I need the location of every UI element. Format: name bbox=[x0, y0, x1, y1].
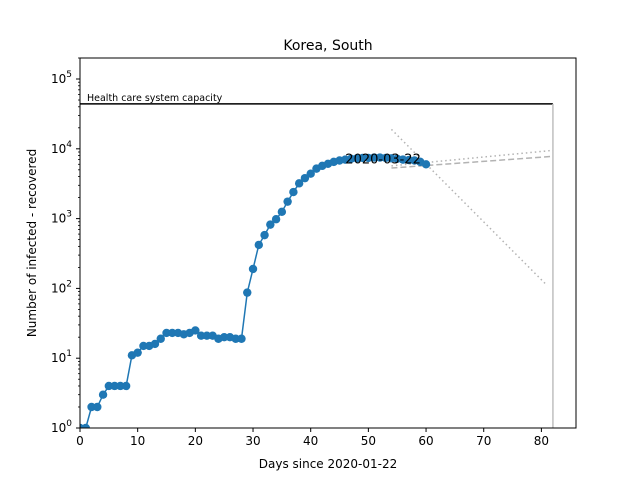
y-axis: 100 101 102 103 104 105 bbox=[51, 57, 80, 435]
data-point bbox=[243, 288, 252, 297]
data-point bbox=[156, 334, 165, 343]
y-tick-label: 105 bbox=[51, 70, 72, 86]
y-tick-label: 100 bbox=[51, 419, 72, 435]
date-annotation: 2020-03-22 bbox=[345, 153, 421, 168]
data-point bbox=[260, 230, 269, 240]
projection-line-3 bbox=[390, 128, 548, 287]
y-tick-label: 101 bbox=[51, 349, 72, 365]
data-point bbox=[162, 328, 171, 338]
data-point bbox=[116, 381, 125, 391]
data-point bbox=[266, 220, 275, 229]
data-point bbox=[196, 331, 206, 340]
data-point bbox=[254, 240, 263, 250]
x-tick-label: 0 bbox=[76, 434, 84, 448]
x-tick-label: 20 bbox=[188, 434, 203, 448]
data-point bbox=[219, 332, 229, 342]
y-tick-label: 104 bbox=[51, 140, 72, 156]
data-point bbox=[168, 328, 177, 338]
data-point bbox=[369, 153, 379, 162]
data-point bbox=[98, 390, 108, 399]
data-point bbox=[289, 187, 298, 197]
data-point bbox=[248, 264, 258, 274]
data-point bbox=[271, 215, 281, 224]
data-point bbox=[294, 179, 304, 188]
data-point bbox=[202, 331, 212, 340]
series-points bbox=[80, 153, 431, 428]
y-tick-label: 102 bbox=[51, 279, 72, 295]
data-point bbox=[81, 423, 90, 428]
plot-area: Health care system capacity 2020-03-22 bbox=[80, 93, 554, 428]
x-tick-label: 70 bbox=[476, 434, 491, 448]
data-point bbox=[150, 339, 160, 349]
data-point bbox=[87, 402, 96, 412]
y-tick-label: 103 bbox=[51, 210, 72, 226]
capacity-label: Health care system capacity bbox=[87, 93, 223, 104]
chart-title: Korea, South bbox=[283, 38, 372, 54]
data-point bbox=[133, 348, 142, 357]
x-axis-label: Days since 2020-01-22 bbox=[259, 457, 398, 471]
data-point bbox=[300, 173, 310, 183]
data-point bbox=[191, 326, 200, 335]
x-tick-label: 40 bbox=[303, 434, 318, 448]
data-point bbox=[139, 341, 148, 351]
data-point bbox=[237, 334, 246, 343]
x-tick-label: 80 bbox=[534, 434, 549, 448]
data-point bbox=[306, 169, 315, 178]
x-tick-label: 60 bbox=[418, 434, 433, 448]
plot-content bbox=[80, 103, 554, 428]
y-axis-label: Number of infected - recovered bbox=[25, 149, 39, 337]
data-point bbox=[104, 381, 114, 391]
x-tick-label: 30 bbox=[245, 434, 260, 448]
x-tick-label: 50 bbox=[361, 434, 376, 448]
x-tick-label: 10 bbox=[130, 434, 145, 448]
plot-frame bbox=[79, 57, 577, 429]
x-axis: 0 10 20 30 40 50 60 70 80 bbox=[76, 428, 549, 448]
data-point bbox=[358, 153, 367, 163]
data-point bbox=[277, 207, 287, 217]
data-point bbox=[93, 402, 102, 412]
data-point bbox=[121, 381, 131, 391]
data-point bbox=[421, 160, 431, 169]
data-point bbox=[231, 334, 240, 343]
data-point bbox=[110, 381, 119, 391]
data-point bbox=[283, 197, 292, 206]
